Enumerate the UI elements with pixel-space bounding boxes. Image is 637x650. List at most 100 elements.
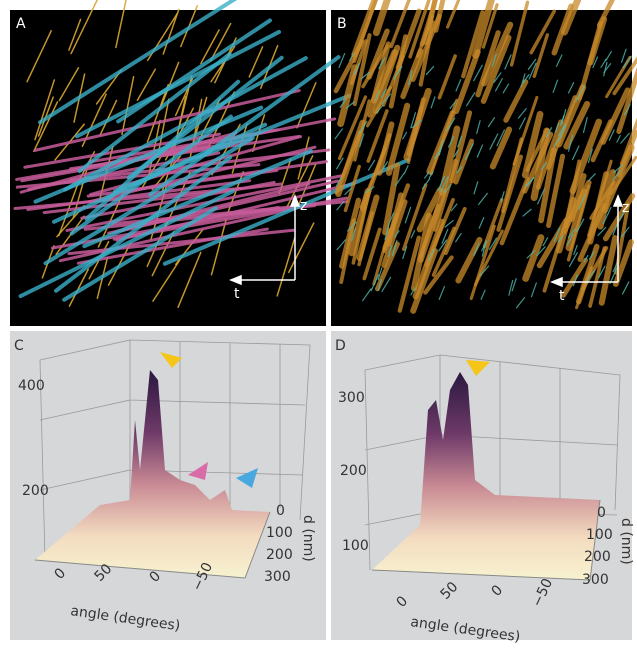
fiber bbox=[569, 118, 603, 195]
fiber bbox=[588, 251, 595, 260]
fiber bbox=[605, 50, 612, 62]
z-tick-label: 300 bbox=[338, 390, 365, 406]
fiber bbox=[563, 100, 591, 150]
fiber bbox=[555, 54, 563, 67]
fiber bbox=[438, 285, 446, 300]
fiber bbox=[532, 33, 550, 78]
fiber bbox=[366, 109, 389, 163]
fiber bbox=[481, 240, 488, 252]
fiber bbox=[481, 3, 499, 49]
fiber bbox=[472, 0, 495, 59]
fiber bbox=[360, 71, 370, 80]
fiber bbox=[464, 143, 474, 161]
d-tick-label: 0 bbox=[276, 503, 285, 519]
fiber bbox=[339, 197, 362, 269]
fiber bbox=[568, 134, 574, 152]
fiber bbox=[336, 157, 344, 170]
fiber bbox=[431, 226, 456, 277]
fiber bbox=[551, 3, 574, 56]
fiber bbox=[495, 78, 503, 92]
fiber bbox=[530, 282, 537, 298]
fiber bbox=[457, 135, 463, 148]
fiber bbox=[559, 114, 565, 127]
fiber bbox=[38, 0, 238, 125]
fiber bbox=[528, 62, 537, 80]
fiber bbox=[453, 149, 459, 158]
fiber bbox=[609, 267, 618, 285]
fiber bbox=[162, 158, 410, 266]
fiber bbox=[623, 104, 631, 116]
fiber bbox=[26, 30, 52, 83]
fiber bbox=[380, 88, 387, 99]
fiber bbox=[70, 0, 98, 55]
fiber bbox=[362, 227, 382, 281]
fiber bbox=[297, 136, 310, 180]
fiber bbox=[346, 221, 357, 232]
fiber bbox=[62, 206, 218, 302]
fiber bbox=[34, 79, 56, 141]
fiber bbox=[394, 230, 400, 238]
fiber bbox=[525, 127, 549, 172]
fiber bbox=[146, 83, 170, 143]
fiber bbox=[444, 219, 454, 228]
arrow-blue bbox=[236, 468, 258, 488]
fiber bbox=[421, 178, 431, 190]
fiber bbox=[344, 187, 353, 196]
fiber bbox=[148, 55, 341, 197]
fiber bbox=[597, 169, 616, 230]
fiber bbox=[489, 133, 499, 150]
fiber bbox=[423, 255, 454, 295]
fiber bbox=[522, 208, 532, 217]
fiber bbox=[536, 246, 546, 257]
fiber bbox=[366, 28, 390, 80]
fiber bbox=[389, 0, 411, 49]
fiber bbox=[537, 188, 545, 205]
fiber bbox=[381, 276, 392, 292]
fiber bbox=[381, 93, 392, 105]
arrow-yellow bbox=[160, 352, 182, 368]
fiber bbox=[613, 164, 624, 174]
fiber bbox=[343, 164, 361, 213]
axes-a bbox=[228, 193, 301, 286]
fiber bbox=[121, 75, 135, 136]
fiber bbox=[162, 8, 180, 55]
fiber bbox=[427, 248, 435, 262]
fiber bbox=[592, 56, 599, 69]
fiber bbox=[573, 244, 578, 256]
fiber bbox=[402, 183, 428, 251]
fiber bbox=[504, 54, 512, 70]
fiber bbox=[455, 236, 483, 284]
fiber bbox=[336, 239, 347, 251]
fiber bbox=[356, 194, 380, 261]
z-tick-label: 200 bbox=[22, 483, 49, 499]
fiber bbox=[441, 228, 449, 244]
fiber bbox=[508, 279, 514, 296]
fiber bbox=[479, 265, 490, 277]
fiber bbox=[438, 139, 444, 156]
fiber bbox=[526, 176, 535, 187]
fiber bbox=[358, 120, 368, 135]
fiber bbox=[352, 33, 372, 107]
fiber bbox=[558, 123, 567, 136]
fiber bbox=[116, 18, 272, 124]
fiber bbox=[351, 0, 379, 58]
fiber bbox=[384, 223, 390, 241]
axis-z: z bbox=[622, 200, 629, 216]
fiber bbox=[600, 58, 607, 68]
fiber bbox=[582, 116, 588, 133]
fiber bbox=[151, 230, 175, 277]
fiber bbox=[387, 245, 393, 258]
fiber bbox=[511, 278, 517, 292]
fiber bbox=[177, 251, 202, 309]
fiber bbox=[136, 68, 156, 102]
arrow-yellow bbox=[466, 360, 490, 376]
fiber bbox=[461, 10, 485, 79]
d-tick-label: 100 bbox=[266, 525, 293, 541]
fiber bbox=[488, 237, 498, 251]
fiber bbox=[367, 159, 376, 171]
fiber bbox=[403, 87, 432, 161]
fiber bbox=[370, 49, 399, 104]
fiber bbox=[437, 54, 457, 100]
fiber bbox=[571, 145, 580, 161]
